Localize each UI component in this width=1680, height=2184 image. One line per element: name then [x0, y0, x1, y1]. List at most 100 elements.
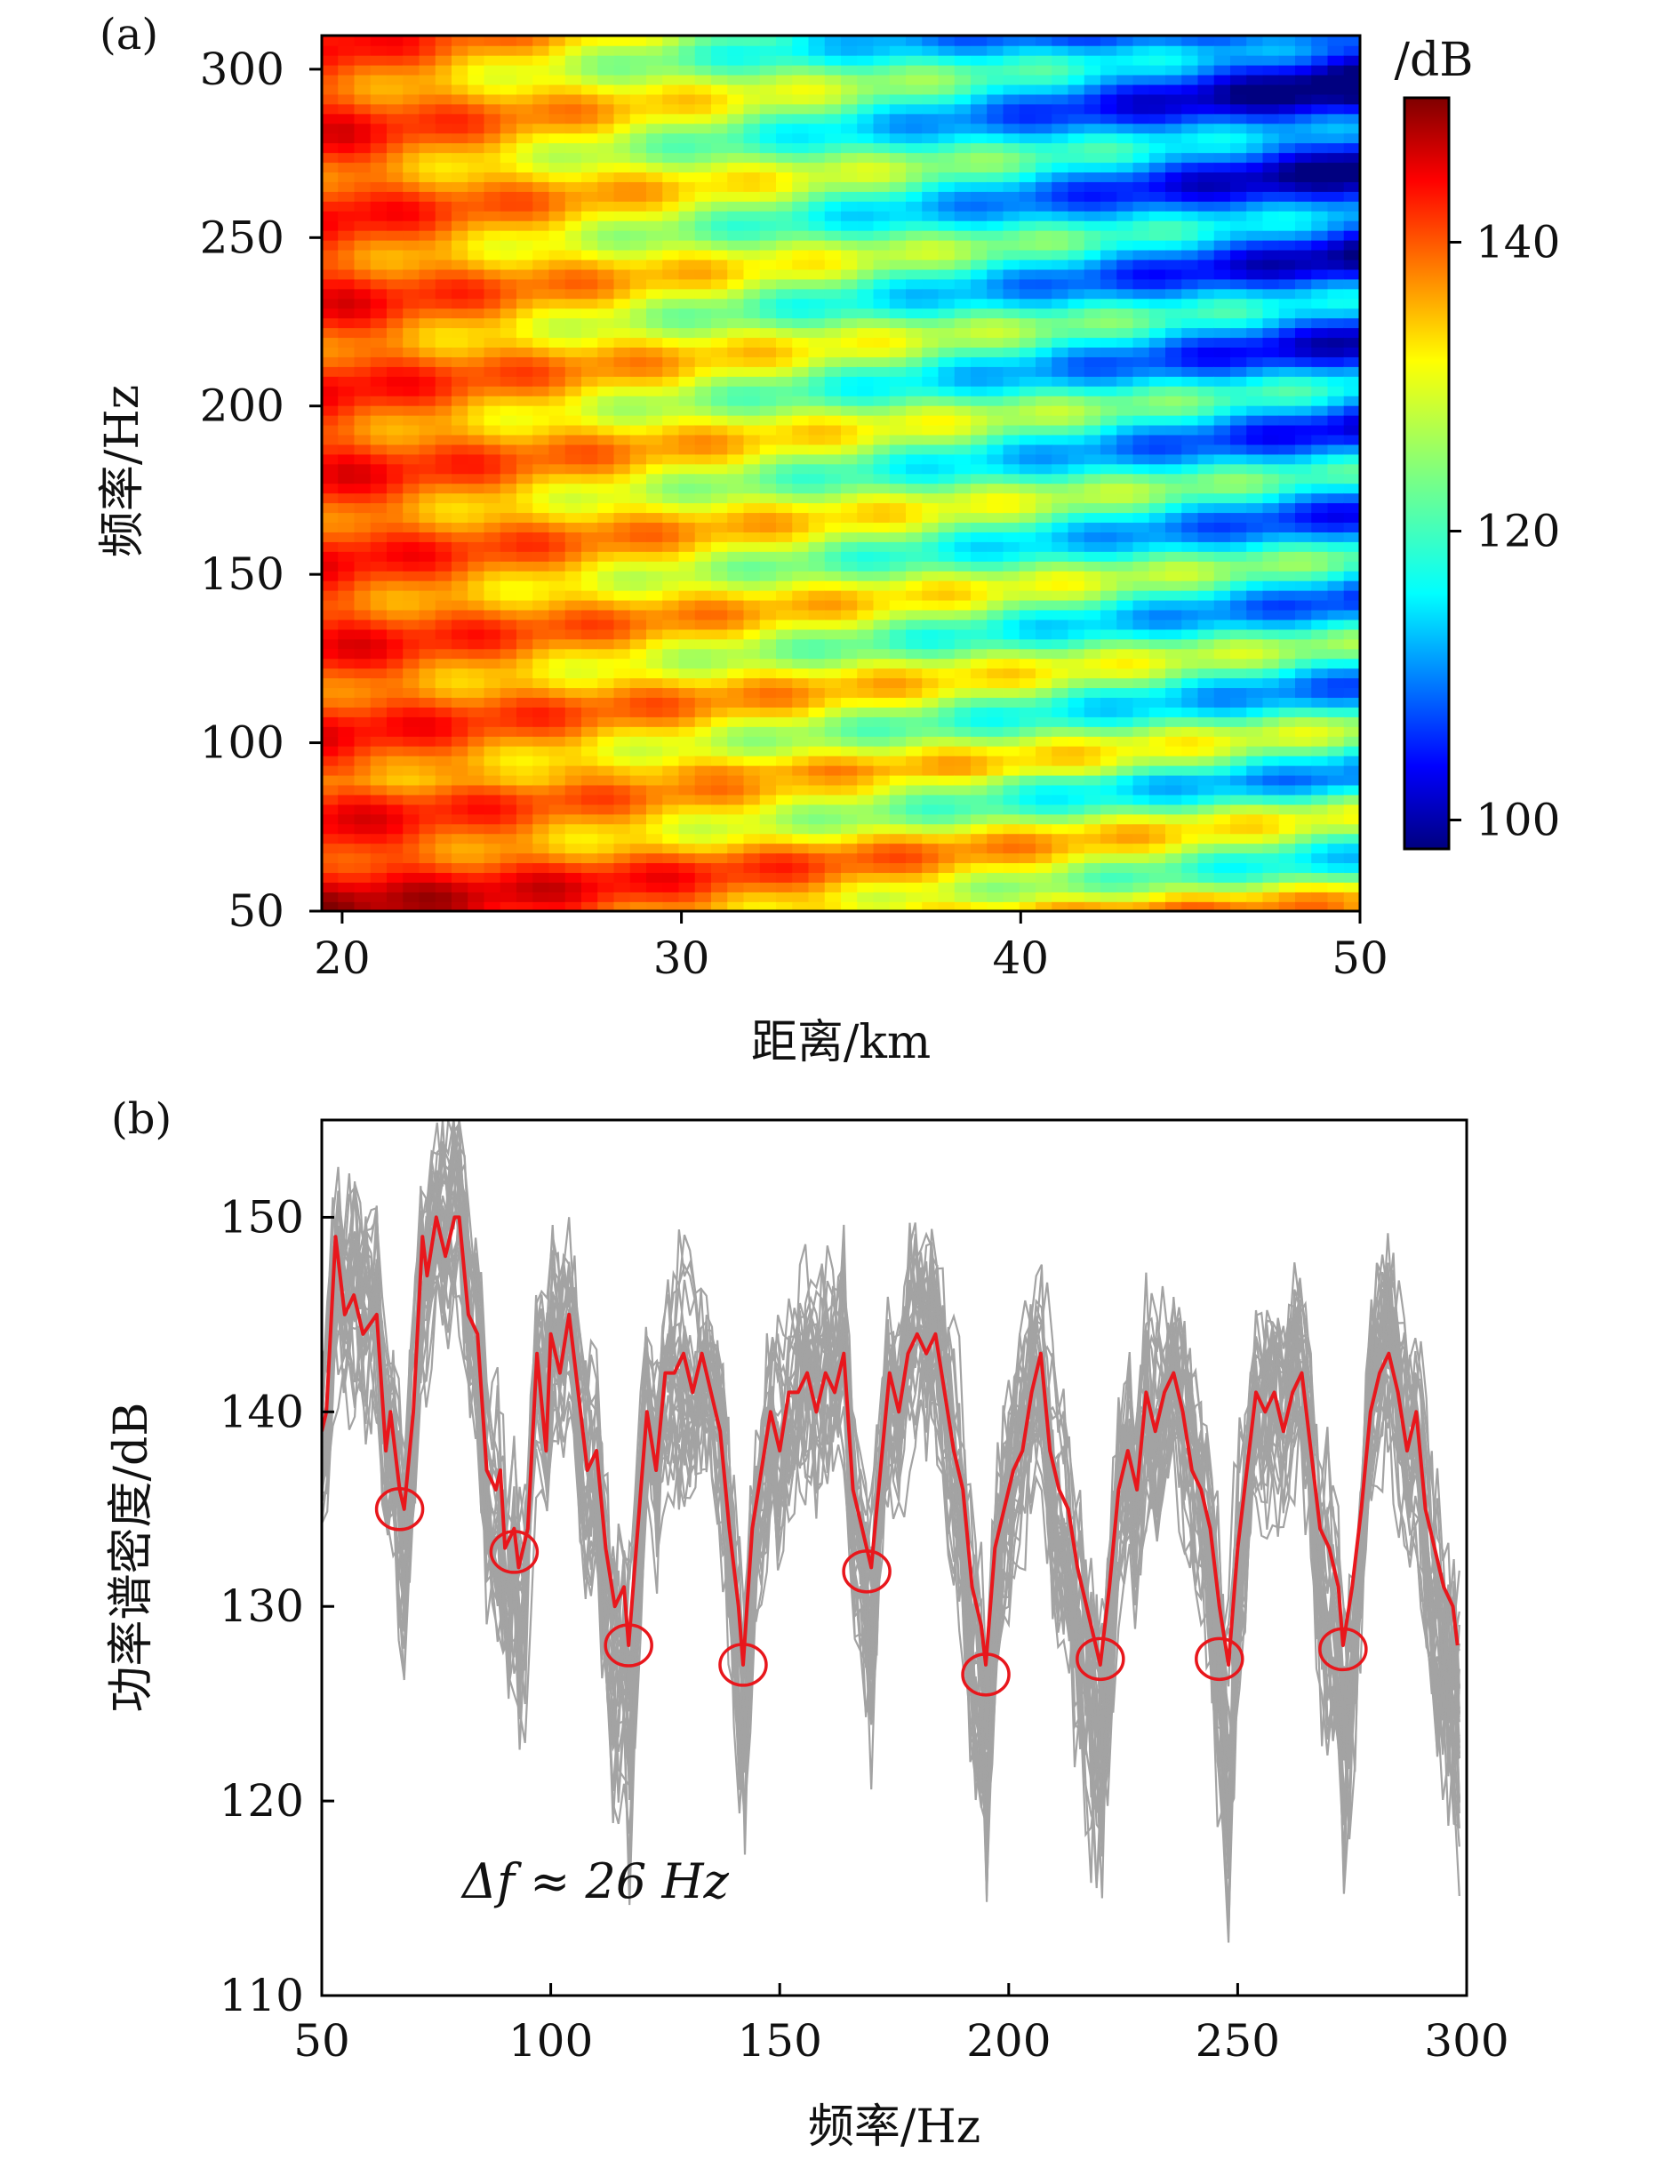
- heatmap-cell: [1197, 93, 1215, 105]
- heatmap-cell: [938, 745, 956, 756]
- heatmap-cell: [1181, 492, 1199, 504]
- heatmap-cell: [776, 668, 794, 679]
- heatmap-cell: [468, 512, 485, 524]
- heatmap-cell: [1003, 502, 1020, 514]
- heatmap-cell: [808, 152, 826, 164]
- heatmap-cell: [564, 512, 582, 524]
- heatmap-cell: [938, 852, 956, 864]
- heatmap-cell: [873, 648, 891, 660]
- heatmap-cell: [906, 308, 924, 319]
- heatmap-cell: [468, 191, 485, 202]
- heatmap-cell: [873, 707, 891, 717]
- heatmap-cell: [662, 239, 680, 251]
- heatmap-cell: [727, 872, 745, 883]
- heatmap-cell: [322, 532, 340, 542]
- heatmap-cell: [484, 142, 501, 154]
- heatmap-cell: [906, 882, 924, 892]
- heatmap-cell: [1100, 44, 1118, 56]
- heatmap-cell: [548, 74, 566, 85]
- heatmap-cell: [1181, 347, 1199, 357]
- heatmap-cell: [1052, 843, 1069, 854]
- heatmap-cell: [954, 492, 972, 504]
- heatmap-cell: [387, 570, 404, 581]
- heatmap-cell: [776, 191, 794, 202]
- heatmap-cell: [484, 882, 501, 892]
- heatmap-cell: [629, 551, 647, 562]
- heatmap-cell: [597, 463, 615, 475]
- heatmap-cell: [484, 366, 501, 377]
- heatmap-cell: [987, 298, 1004, 309]
- heatmap-cell: [841, 249, 859, 260]
- heatmap-cell: [1181, 668, 1199, 679]
- heatmap-cell: [516, 512, 534, 524]
- heatmap-cell: [841, 668, 859, 679]
- heatmap-cell: [1148, 473, 1166, 484]
- heatmap-cell: [808, 580, 826, 591]
- heatmap-cell: [922, 229, 940, 241]
- heatmap-cell: [922, 54, 940, 66]
- heatmap-cell: [1116, 522, 1134, 532]
- heatmap-cell: [419, 502, 436, 514]
- heatmap-cell: [322, 716, 340, 727]
- heatmap-cell: [1181, 833, 1199, 844]
- heatmap-cell: [889, 716, 907, 727]
- heatmap-cell: [808, 561, 826, 572]
- heatmap-cell: [938, 813, 956, 825]
- heatmap-cell: [435, 268, 452, 280]
- heatmap-cell: [419, 843, 436, 854]
- heatmap-cell: [532, 308, 550, 319]
- heatmap-cell: [548, 599, 566, 611]
- heatmap-cell: [484, 414, 501, 426]
- heatmap-cell: [338, 852, 356, 864]
- heatmap-cell: [857, 308, 875, 319]
- heatmap-cell: [678, 317, 696, 329]
- heatmap-cell: [500, 892, 517, 902]
- heatmap-cell: [889, 84, 907, 95]
- heatmap-cell: [581, 356, 599, 367]
- heatmap-cell: [678, 774, 696, 786]
- heatmap-cell: [370, 152, 388, 164]
- heatmap-cell: [516, 677, 534, 689]
- heatmap-cell: [370, 211, 388, 221]
- heatmap-cell: [564, 813, 582, 825]
- heatmap-cell: [808, 337, 826, 348]
- heatmap-cell: [629, 191, 647, 202]
- heatmap-cell: [387, 716, 404, 727]
- heatmap-cell: [841, 434, 859, 445]
- heatmap-cell: [629, 298, 647, 309]
- heatmap-cell: [1197, 229, 1215, 241]
- heatmap-cell: [1132, 668, 1150, 679]
- heatmap-cell: [873, 764, 891, 776]
- heatmap-cell: [500, 813, 517, 825]
- heatmap-cell: [629, 648, 647, 660]
- heatmap-cell: [1116, 677, 1134, 689]
- heatmap-cell: [694, 181, 712, 192]
- heatmap-cell: [987, 852, 1004, 864]
- heatmap-cell: [403, 347, 420, 357]
- heatmap-cell: [613, 434, 631, 445]
- heatmap-cell: [922, 386, 940, 396]
- heatmap-cell: [1148, 726, 1166, 737]
- heatmap-cell: [613, 308, 631, 319]
- heatmap-cell: [954, 784, 972, 796]
- heatmap-cell: [613, 298, 631, 309]
- heatmap-cell: [678, 36, 696, 46]
- heatmap-cell: [776, 599, 794, 611]
- heatmap-cell: [938, 64, 956, 76]
- heatmap-cell: [678, 74, 696, 85]
- heatmap-cell: [403, 862, 420, 874]
- heatmap-cell: [1148, 424, 1166, 436]
- heatmap-cell: [435, 502, 452, 514]
- heatmap-cell: [1036, 648, 1053, 660]
- heatmap-cell: [938, 668, 956, 679]
- heatmap-cell: [1036, 872, 1053, 883]
- heatmap-cell: [1036, 599, 1053, 611]
- heatmap-cell: [1052, 424, 1069, 436]
- heatmap-cell: [987, 551, 1004, 562]
- heatmap-cell: [841, 376, 859, 387]
- heatmap-cell: [1116, 366, 1134, 377]
- heatmap-cell: [354, 561, 372, 572]
- heatmap-cell: [954, 93, 972, 105]
- heatmap-cell: [564, 162, 582, 173]
- heatmap-cell: [824, 862, 842, 874]
